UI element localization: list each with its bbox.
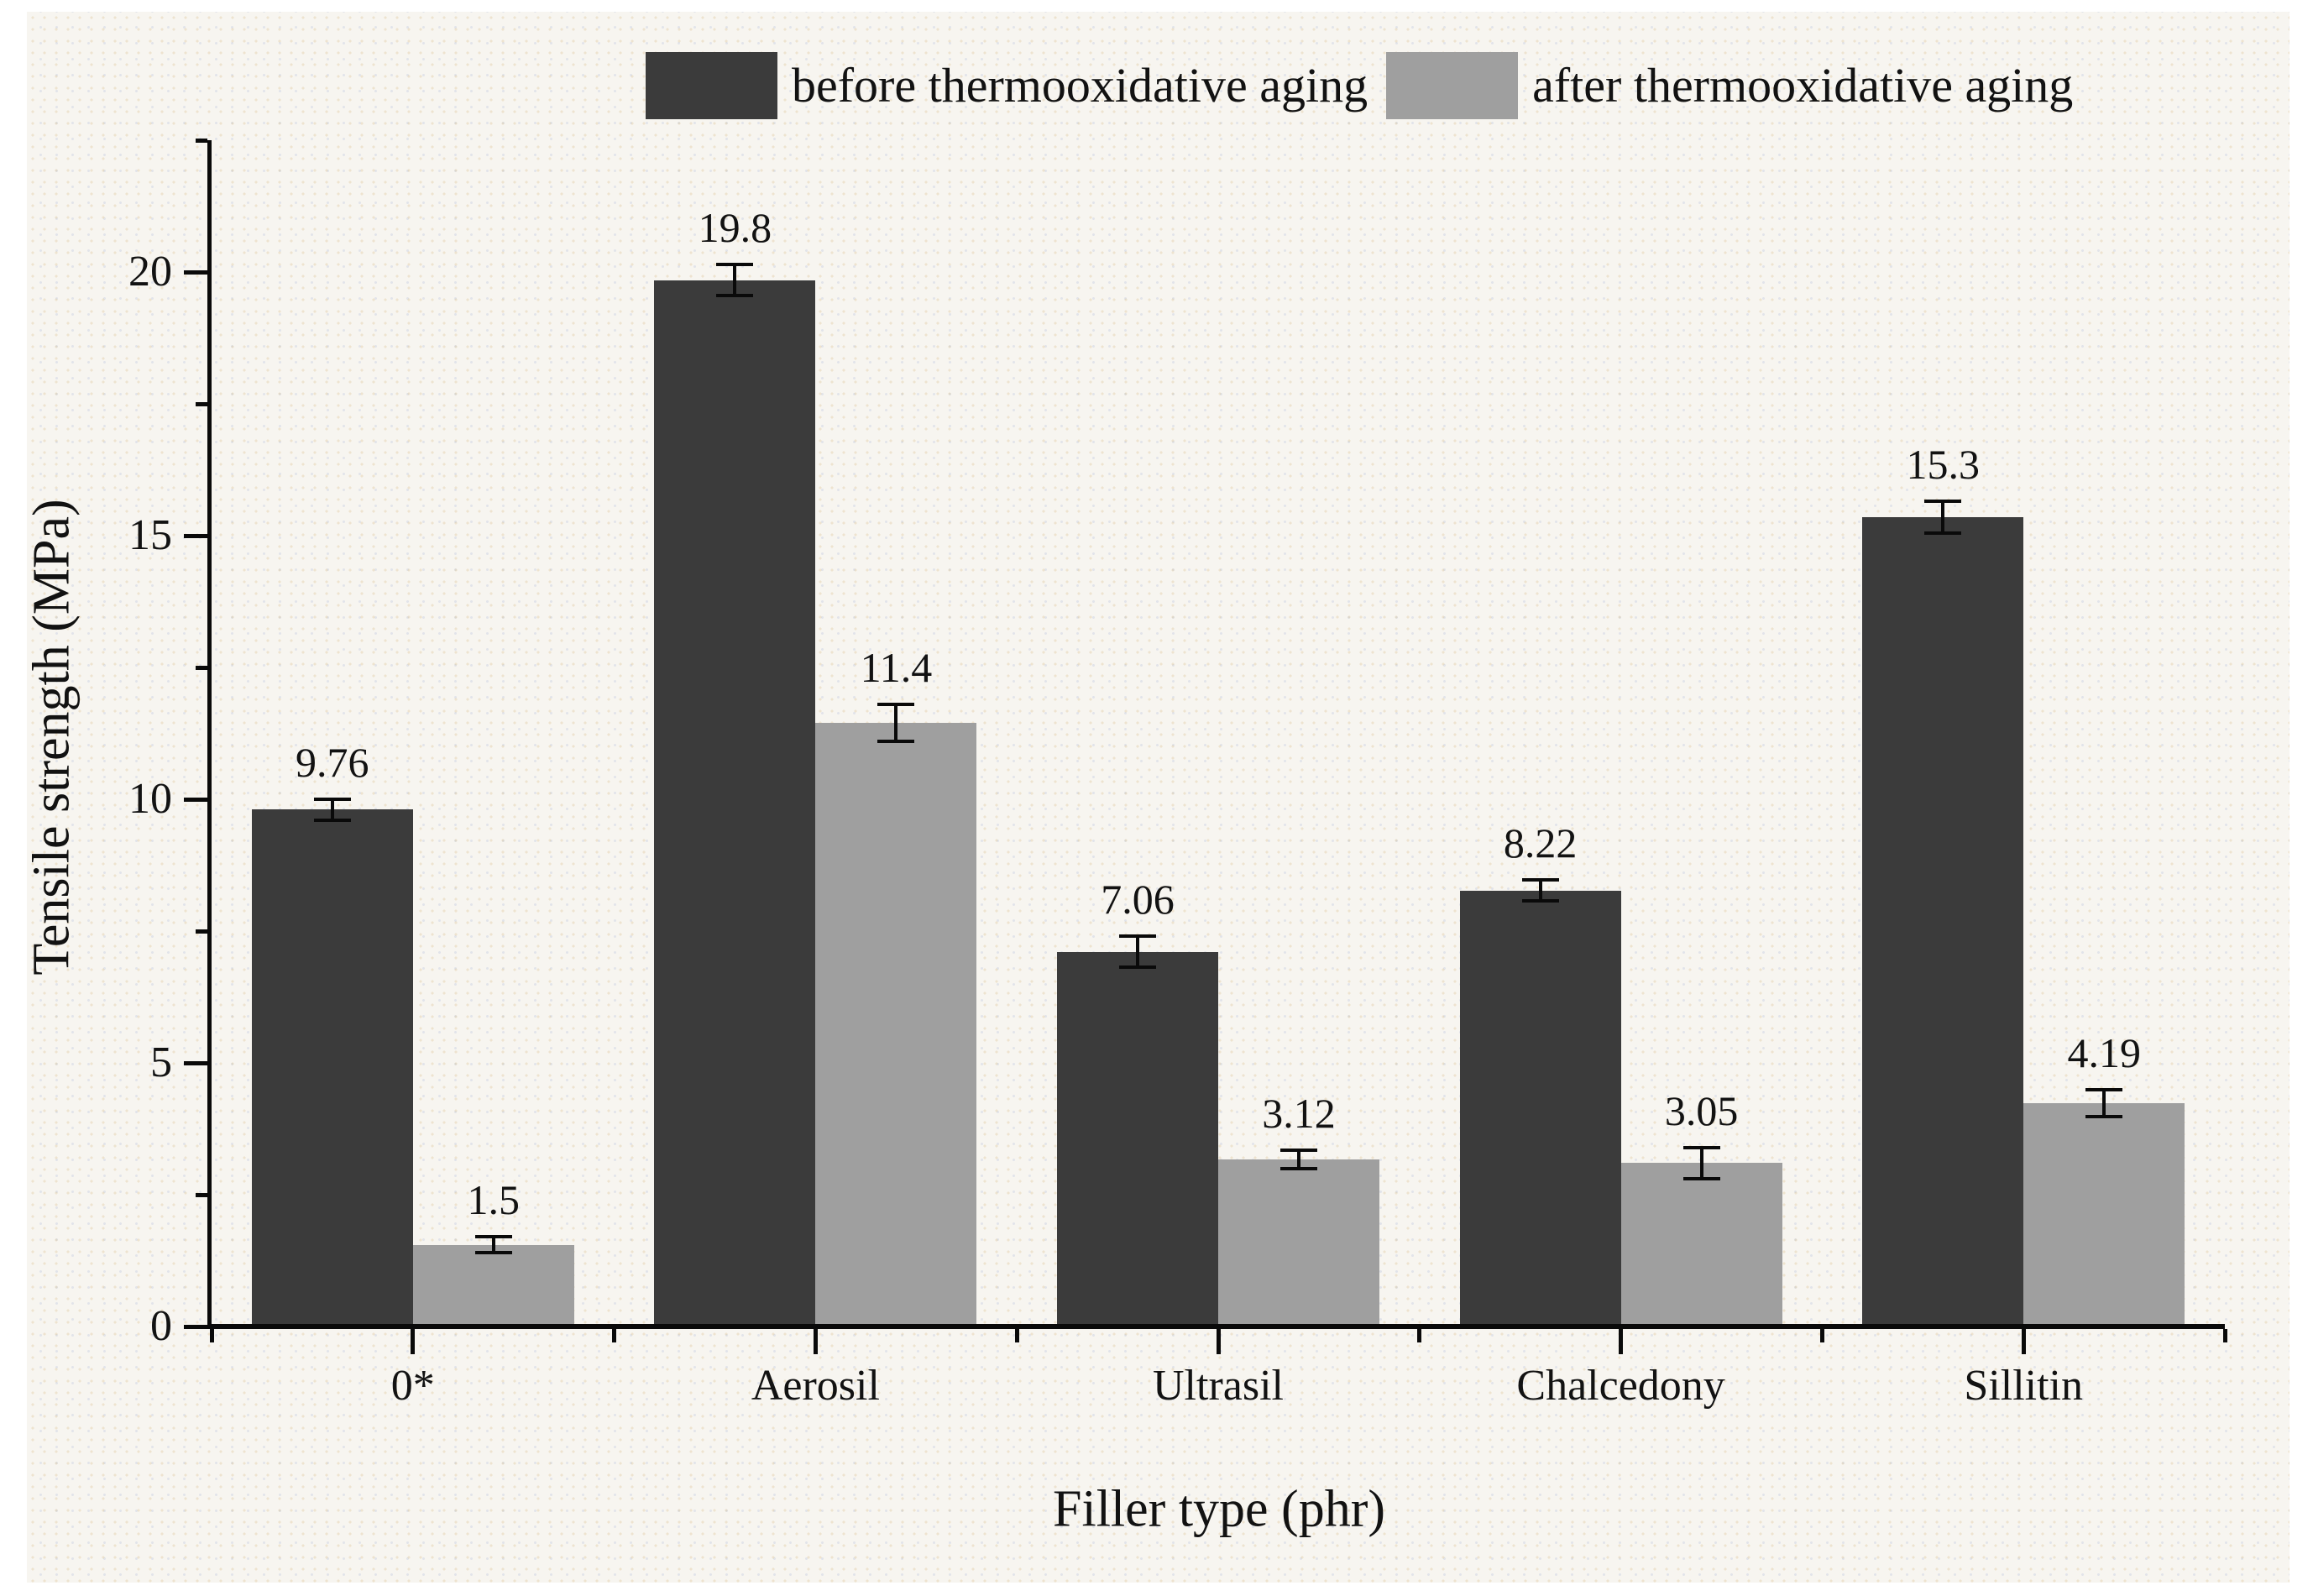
error-bar-after-sillitin (2102, 1090, 2106, 1117)
value-label-after-sillitin: 4.19 (2067, 1029, 2141, 1077)
y-minor-tick (196, 1192, 207, 1197)
error-cap-bottom-after-chalcedony (1682, 1177, 1720, 1181)
bar-before-sillitin (1862, 517, 2024, 1324)
error-cap-bottom-before-chalcedony (1521, 899, 1559, 903)
bar-after-chalcedony (1620, 1163, 1782, 1324)
error-cap-bottom-before-aerosil (716, 294, 754, 298)
y-axis-title: Tensile strength (MPa) (23, 499, 81, 976)
error-cap-top-before-chalcedony (1521, 878, 1559, 882)
y-major-tick (184, 1060, 207, 1065)
bar-after-0 (412, 1244, 574, 1324)
bar-before-aerosil (654, 280, 816, 1324)
x-category-label-aerosil: Aerosil (751, 1362, 880, 1410)
x-major-tick (1619, 1329, 1624, 1354)
legend-swatch-before-icon (646, 52, 777, 119)
x-category-label-chalcedony: Chalcedony (1516, 1362, 1725, 1410)
y-tick-label: 10 (128, 775, 172, 823)
y-major-tick (184, 1324, 207, 1329)
legend-swatch-after-icon (1386, 52, 1519, 119)
error-cap-top-after-chalcedony (1682, 1145, 1720, 1149)
value-label-after-chalcedony: 3.05 (1664, 1086, 1739, 1134)
value-label-before-chalcedony: 8.22 (1503, 819, 1578, 867)
value-label-before-0: 9.76 (296, 738, 369, 786)
y-major-tick (184, 797, 207, 802)
x-major-tick (1216, 1329, 1221, 1354)
y-major-tick (184, 269, 207, 275)
error-bar-before-sillitin (1941, 501, 1945, 533)
error-cap-top-after-0 (474, 1235, 512, 1239)
value-label-before-ultrasil: 7.06 (1101, 875, 1175, 923)
x-major-tick (411, 1329, 416, 1354)
error-cap-top-after-ultrasil (1280, 1148, 1317, 1152)
error-bar-after-ultrasil (1297, 1149, 1300, 1170)
x-minor-tick (2222, 1329, 2227, 1342)
y-minor-tick (196, 665, 207, 670)
y-tick-label: 20 (128, 248, 172, 296)
error-cap-top-before-sillitin (1924, 500, 1962, 504)
x-axis-line (207, 1324, 2225, 1329)
error-bar-after-aerosil (894, 704, 898, 742)
error-cap-bottom-before-ultrasil (1119, 965, 1156, 970)
error-cap-top-after-aerosil (877, 703, 915, 707)
x-major-tick (2021, 1329, 2026, 1354)
x-minor-tick (1819, 1329, 1824, 1342)
x-category-label-0: 0* (390, 1362, 435, 1410)
error-cap-bottom-before-sillitin (1924, 531, 1962, 535)
error-cap-bottom-before-0 (313, 818, 351, 822)
error-cap-top-before-aerosil (716, 262, 754, 266)
error-cap-top-before-ultrasil (1119, 934, 1156, 938)
error-bar-after-chalcedony (1699, 1147, 1703, 1180)
bar-after-ultrasil (1218, 1159, 1379, 1324)
legend: before thermooxidative aging after therm… (646, 49, 2073, 123)
legend-item-before: before thermooxidative aging (646, 52, 1368, 119)
value-label-after-aerosil: 11.4 (860, 644, 933, 692)
y-minor-tick (196, 401, 207, 406)
bar-before-ultrasil (1057, 951, 1218, 1324)
x-minor-tick (612, 1329, 617, 1342)
error-cap-top-after-sillitin (2085, 1088, 2123, 1092)
value-label-after-ultrasil: 3.12 (1262, 1089, 1336, 1137)
x-minor-tick (209, 1329, 214, 1342)
error-bar-before-aerosil (733, 264, 737, 296)
y-minor-tick (196, 929, 207, 934)
legend-label-before: before thermooxidative aging (792, 58, 1368, 113)
y-minor-tick (196, 138, 207, 143)
y-tick-label: 15 (128, 511, 172, 559)
error-cap-bottom-after-0 (474, 1251, 512, 1255)
y-tick-label: 0 (150, 1302, 172, 1350)
legend-item-after: after thermooxidative aging (1386, 52, 2073, 119)
x-major-tick (813, 1329, 818, 1354)
error-cap-bottom-after-aerosil (877, 740, 915, 744)
x-category-label-ultrasil: Ultrasil (1153, 1362, 1284, 1410)
y-axis-line (207, 140, 212, 1329)
error-bar-after-0 (491, 1237, 495, 1253)
error-bar-before-ultrasil (1136, 935, 1139, 968)
value-label-before-aerosil: 19.8 (698, 203, 772, 251)
x-minor-tick (1417, 1329, 1422, 1342)
bar-after-aerosil (815, 723, 977, 1324)
value-label-after-0: 1.5 (467, 1176, 521, 1224)
value-label-before-sillitin: 15.3 (1906, 441, 1980, 489)
x-minor-tick (1014, 1329, 1019, 1342)
bar-after-sillitin (2023, 1102, 2185, 1324)
legend-label-after: after thermooxidative aging (1532, 58, 2074, 113)
bar-before-chalcedony (1459, 890, 1621, 1324)
y-major-tick (184, 533, 207, 538)
error-cap-top-before-0 (313, 797, 351, 801)
error-cap-bottom-after-ultrasil (1280, 1167, 1317, 1171)
x-axis-title: Filler type (phr) (1052, 1480, 1386, 1538)
y-tick-label: 5 (150, 1039, 172, 1086)
error-cap-bottom-after-sillitin (2085, 1114, 2123, 1118)
bar-before-0 (251, 809, 413, 1324)
error-bar-before-0 (330, 798, 334, 820)
x-category-label-sillitin: Sillitin (1964, 1362, 2083, 1410)
error-bar-before-chalcedony (1538, 880, 1542, 902)
